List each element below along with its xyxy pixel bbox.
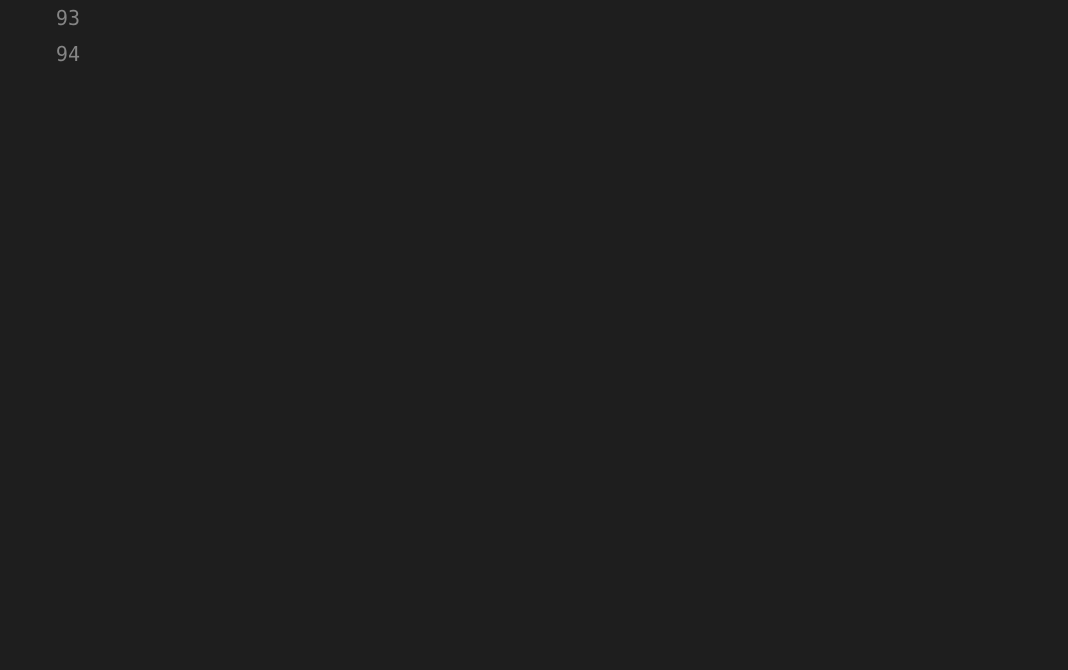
line-number: 93 bbox=[0, 0, 80, 36]
line-number-gutter: 9394 bbox=[0, 0, 108, 670]
code-editor[interactable]: 9394 bbox=[0, 0, 1068, 670]
line-number: 94 bbox=[0, 36, 80, 72]
code-content-area[interactable] bbox=[108, 0, 1068, 670]
code-line[interactable] bbox=[108, 0, 1068, 36]
